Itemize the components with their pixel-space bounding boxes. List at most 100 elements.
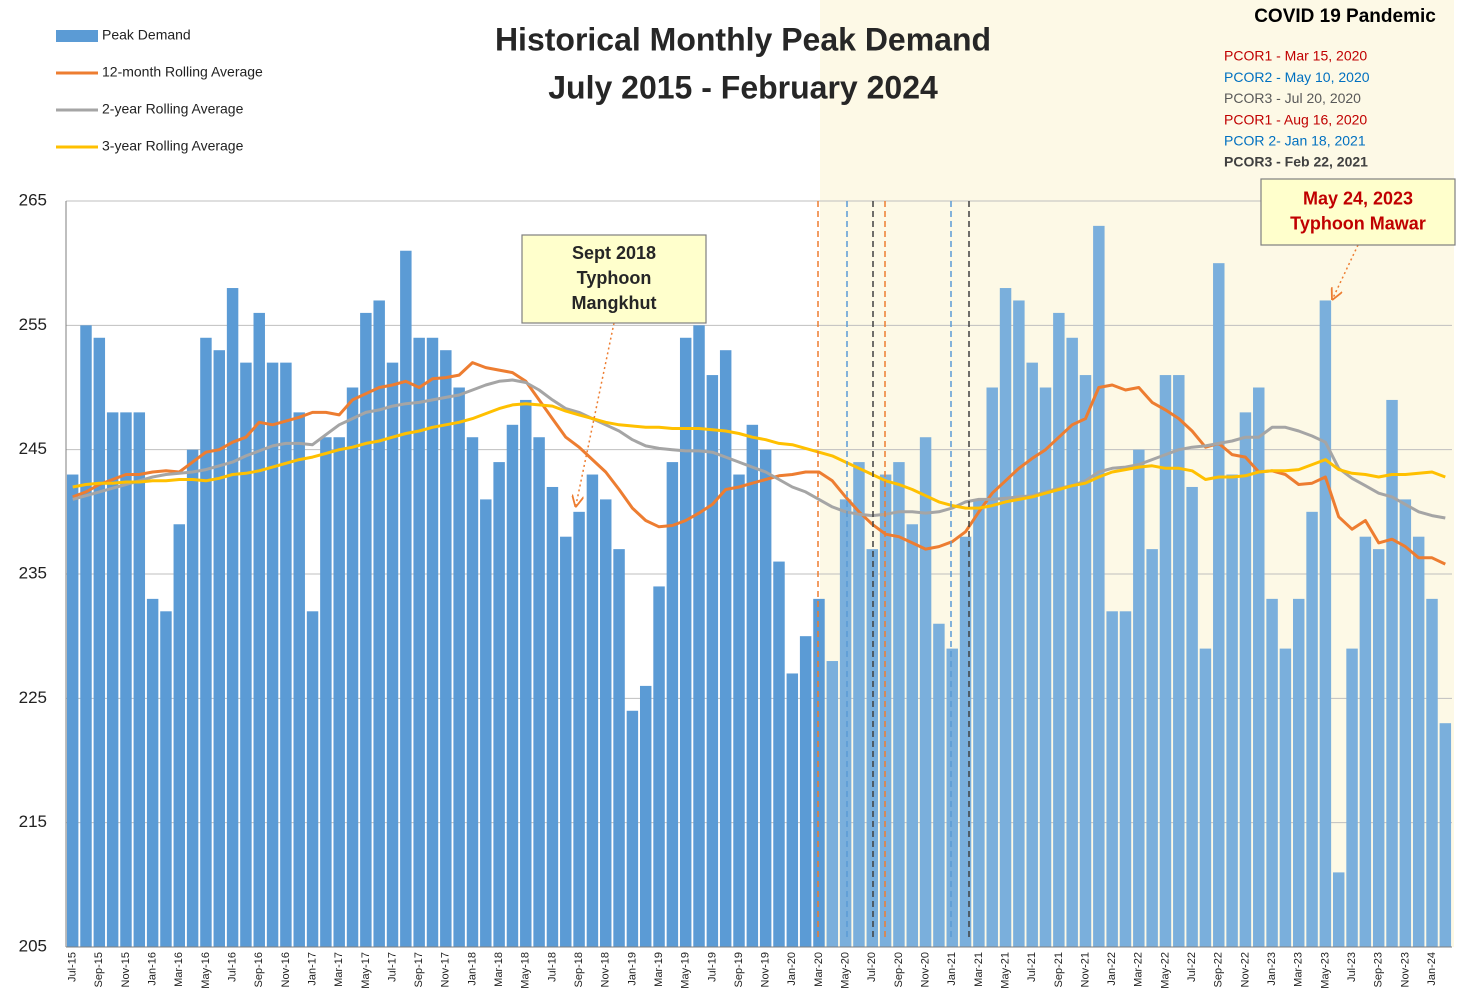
- bar: [746, 424, 759, 947]
- y-tick-label: 225: [19, 688, 47, 707]
- x-tick-label: Jan-18: [466, 952, 478, 986]
- bar: [266, 362, 279, 948]
- x-tick-label: Mar-23: [1293, 952, 1305, 987]
- x-tick-label: Nov-20: [919, 952, 931, 987]
- bar: [453, 387, 465, 947]
- bar: [613, 549, 625, 947]
- x-tick-label: Sep-21: [1053, 952, 1065, 987]
- event-label: PCOR1 - Aug 16, 2020: [1224, 111, 1367, 127]
- x-tick-label: Jan-16: [147, 952, 159, 986]
- bar: [773, 561, 785, 947]
- x-tick-label: Mar-17: [333, 952, 345, 987]
- bar: [1293, 598, 1305, 947]
- x-tick-label: Mar-16: [173, 952, 185, 987]
- x-tick-label: Jul-18: [546, 952, 558, 982]
- x-tick-label: Sep-18: [573, 952, 585, 987]
- bar: [1079, 375, 1092, 948]
- annotation-text: May 24, 2023: [1303, 188, 1413, 208]
- bar: [973, 499, 985, 947]
- chart-title: July 2015 - February 2024: [548, 69, 938, 105]
- bar: [173, 524, 186, 947]
- annotation-box: [1260, 178, 1456, 246]
- x-tick-label: Nov-15: [120, 952, 132, 987]
- bar: [626, 710, 639, 947]
- x-tick-label: Mar-21: [973, 952, 985, 987]
- bar: [1439, 723, 1452, 947]
- bar: [413, 337, 425, 947]
- bar: [1239, 412, 1252, 947]
- legend-swatch: [56, 30, 98, 42]
- bar: [346, 387, 359, 947]
- x-tick-label: Sep-15: [93, 952, 105, 987]
- y-tick-label: 245: [19, 439, 47, 458]
- x-tick-label: Jul-17: [386, 952, 398, 982]
- bar: [946, 648, 958, 947]
- x-tick-label: Sep-20: [893, 952, 905, 987]
- bar: [1266, 598, 1278, 947]
- bar: [600, 499, 612, 947]
- bar: [1066, 337, 1078, 947]
- x-tick-label: Jan-17: [306, 952, 318, 986]
- bar: [146, 598, 159, 947]
- legend-label: 12-month Rolling Average: [102, 64, 263, 80]
- bar: [333, 437, 345, 947]
- x-tick-label: Nov-16: [280, 952, 292, 987]
- x-tick-label: Jul-16: [226, 952, 238, 982]
- x-tick-label: Nov-21: [1079, 952, 1091, 987]
- x-tick-label: Jan-19: [626, 952, 638, 986]
- event-label: PCOR1 - Mar 15, 2020: [1224, 48, 1367, 64]
- bar: [893, 462, 905, 947]
- rolling-line: [72, 378, 1446, 520]
- bar: [653, 586, 665, 947]
- bar: [1053, 312, 1065, 947]
- x-tick-label: May-19: [680, 952, 692, 989]
- event-label: PCOR3 - Jul 20, 2020: [1224, 90, 1361, 106]
- bar: [679, 337, 692, 947]
- x-tick-label: May-18: [520, 952, 532, 989]
- bar: [853, 462, 865, 947]
- bar: [186, 449, 199, 947]
- bar: [1213, 263, 1225, 948]
- bar: [360, 312, 372, 947]
- bar: [160, 611, 172, 947]
- x-tick-label: Mar-19: [653, 952, 665, 987]
- annotation-text: Sept 2018: [572, 243, 656, 263]
- bar: [1372, 549, 1385, 947]
- bar: [786, 673, 799, 947]
- x-tick-label: Mar-20: [813, 952, 825, 987]
- y-tick-label: 265: [19, 190, 47, 209]
- bar: [733, 474, 745, 947]
- bar: [560, 536, 572, 947]
- bar: [906, 524, 918, 947]
- x-tick-label: Mar-18: [493, 952, 505, 987]
- x-tick-label: Jan-20: [786, 952, 798, 986]
- bar: [520, 399, 532, 947]
- rolling-line: [72, 402, 1446, 510]
- x-tick-label: Sep-19: [733, 952, 745, 987]
- bar: [133, 412, 146, 947]
- bar: [959, 536, 972, 947]
- annotation-box: [521, 234, 707, 324]
- bar: [639, 685, 652, 947]
- bar: [66, 474, 79, 947]
- bar: [1399, 499, 1412, 947]
- x-tick-label: Nov-17: [440, 952, 452, 987]
- legend-label: Peak Demand: [102, 27, 191, 43]
- bar: [426, 337, 439, 947]
- y-tick-label: 215: [19, 812, 47, 831]
- legend-label: 3-year Rolling Average: [102, 138, 244, 154]
- bar: [93, 337, 106, 947]
- x-tick-label: May-17: [360, 952, 372, 989]
- bar: [546, 486, 559, 947]
- x-tick-label: Jul-19: [706, 952, 718, 982]
- y-tick-label: 235: [19, 563, 47, 582]
- bar: [879, 474, 892, 947]
- bar: [1013, 300, 1025, 947]
- bar: [440, 350, 452, 947]
- bar: [373, 300, 385, 947]
- bar: [293, 412, 305, 947]
- bar: [533, 437, 545, 947]
- x-tick-label: May-23: [1319, 952, 1331, 989]
- x-tick-label: Jan-22: [1106, 952, 1118, 986]
